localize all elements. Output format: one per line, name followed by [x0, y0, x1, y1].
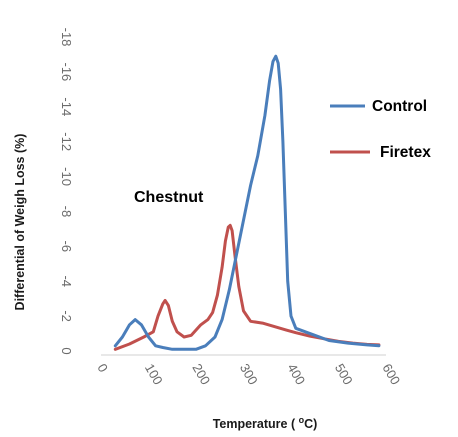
legend: Control Firetex — [330, 98, 431, 161]
y-tick-label: -14 — [59, 97, 74, 116]
series-layer — [113, 54, 381, 351]
series-line-firetex — [113, 223, 381, 351]
x-axis-label: Temperature ( oC) — [213, 415, 318, 431]
y-tick-label: -8 — [59, 206, 74, 218]
y-tick-label: -4 — [59, 275, 74, 287]
legend-label-firetex: Firetex — [380, 144, 431, 161]
y-tick-label: -18 — [59, 28, 74, 47]
y-tick-label: -12 — [59, 132, 74, 151]
y-tick-labels: 0 -2 -4 -6 -8 -10 -12 -14 -16 -18 — [59, 28, 74, 355]
y-tick-label: -6 — [59, 241, 74, 253]
x-tick-label: 500 — [332, 361, 356, 387]
y-tick-label: -16 — [59, 62, 74, 81]
y-axis-label: Differential of Weigh Loss (%) — [13, 134, 27, 311]
y-tick-label: -10 — [59, 167, 74, 186]
legend-label-control: Control — [372, 98, 427, 115]
y-tick-label: 0 — [59, 347, 74, 354]
x-tick-label: 100 — [142, 361, 166, 387]
x-tick-label: 400 — [284, 361, 308, 387]
x-tick-label: 600 — [379, 361, 403, 387]
y-tick-label: -2 — [59, 310, 74, 322]
series-line-control — [113, 54, 381, 351]
x-tick-labels: 0 100 200 300 400 500 600 — [94, 361, 403, 387]
chestnut-annotation: Chestnut — [134, 189, 204, 206]
x-tick-label: 0 — [94, 361, 111, 375]
x-tick-label: 200 — [189, 361, 213, 387]
x-tick-label: 300 — [237, 361, 261, 387]
